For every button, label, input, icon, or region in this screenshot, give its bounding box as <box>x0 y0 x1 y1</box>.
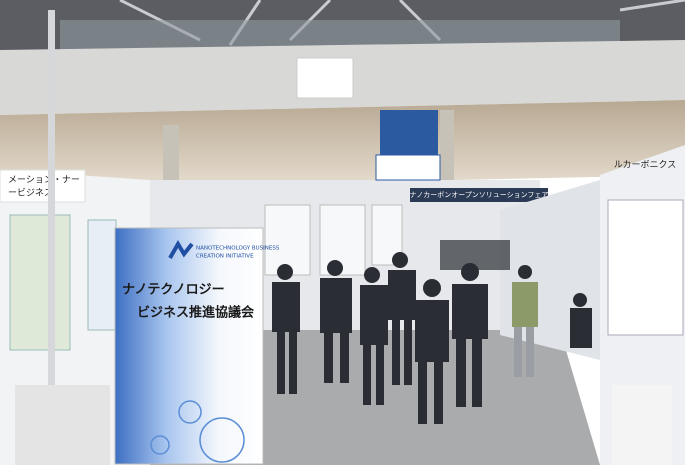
panel <box>319 204 366 276</box>
crowd <box>272 240 592 424</box>
right-booth-text: ルカーボニクス <box>614 160 676 171</box>
banner-logo-text: CREATION INITIATIVE <box>196 254 254 260</box>
left-booth-text: メーション・ナー <box>8 175 80 186</box>
banner-logo <box>168 240 194 259</box>
banner-logo-text: NANOTECHNOLOGY BUSINESS <box>196 246 280 252</box>
hanging-sign <box>410 188 548 202</box>
banner-title: ビジネス推進協議会 <box>137 305 255 321</box>
poster <box>9 214 71 351</box>
hanging-banner <box>296 57 354 99</box>
poster <box>87 219 117 331</box>
left-booth-text: ービジネス <box>8 188 53 199</box>
left-booth-header <box>0 169 86 203</box>
banner-molecule <box>150 400 245 463</box>
counter <box>612 385 672 465</box>
hanging-sign-text: ナノカーボンオープンソリューションフェア <box>410 191 549 199</box>
counter <box>15 385 110 465</box>
ceiling <box>0 100 685 190</box>
poster <box>607 199 684 336</box>
sign-white <box>375 154 441 181</box>
pole <box>48 10 55 465</box>
banner-title: ナノテクノロジー <box>122 283 225 298</box>
